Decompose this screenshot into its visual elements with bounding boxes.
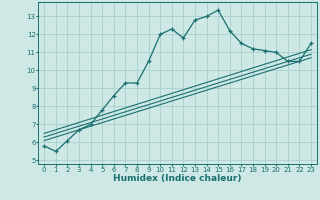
X-axis label: Humidex (Indice chaleur): Humidex (Indice chaleur) — [113, 174, 242, 183]
